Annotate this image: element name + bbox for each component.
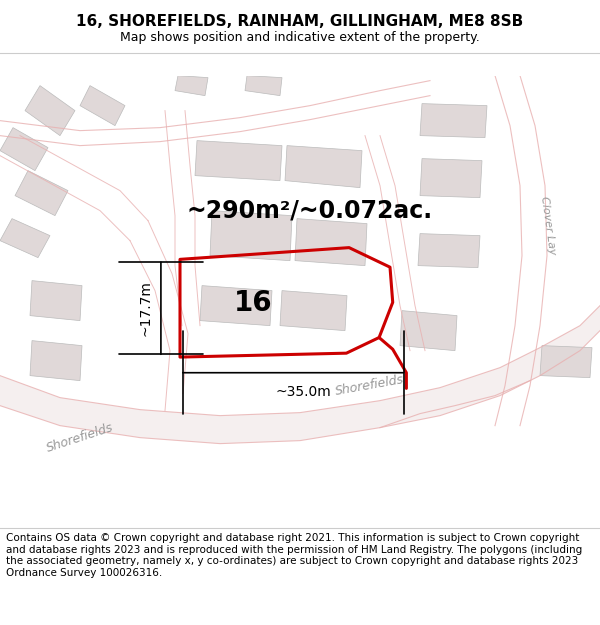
- Polygon shape: [540, 346, 592, 378]
- Text: Contains OS data © Crown copyright and database right 2021. This information is : Contains OS data © Crown copyright and d…: [6, 533, 582, 578]
- Polygon shape: [0, 127, 48, 171]
- Polygon shape: [0, 306, 600, 444]
- Polygon shape: [210, 211, 292, 261]
- Polygon shape: [420, 104, 487, 138]
- Polygon shape: [80, 86, 125, 126]
- Polygon shape: [420, 159, 482, 198]
- Text: 16: 16: [234, 289, 272, 318]
- Polygon shape: [30, 341, 82, 381]
- Polygon shape: [400, 311, 457, 351]
- Polygon shape: [200, 286, 272, 326]
- Text: ~17.7m: ~17.7m: [139, 280, 153, 336]
- Polygon shape: [30, 281, 82, 321]
- Polygon shape: [280, 291, 347, 331]
- Polygon shape: [15, 171, 68, 216]
- Polygon shape: [175, 76, 208, 96]
- Text: 16, SHOREFIELDS, RAINHAM, GILLINGHAM, ME8 8SB: 16, SHOREFIELDS, RAINHAM, GILLINGHAM, ME…: [76, 14, 524, 29]
- Text: Shorefields: Shorefields: [45, 421, 115, 454]
- Text: Shorefields: Shorefields: [335, 373, 406, 398]
- Polygon shape: [195, 141, 282, 181]
- Text: Clover Lay: Clover Lay: [539, 196, 557, 256]
- Text: ~35.0m: ~35.0m: [275, 385, 331, 399]
- Polygon shape: [25, 86, 75, 136]
- Text: ~290m²/~0.072ac.: ~290m²/~0.072ac.: [187, 199, 433, 222]
- Polygon shape: [418, 234, 480, 268]
- Polygon shape: [285, 146, 362, 188]
- Polygon shape: [295, 219, 367, 266]
- Polygon shape: [0, 219, 50, 258]
- Text: Map shows position and indicative extent of the property.: Map shows position and indicative extent…: [120, 31, 480, 44]
- Polygon shape: [245, 76, 282, 96]
